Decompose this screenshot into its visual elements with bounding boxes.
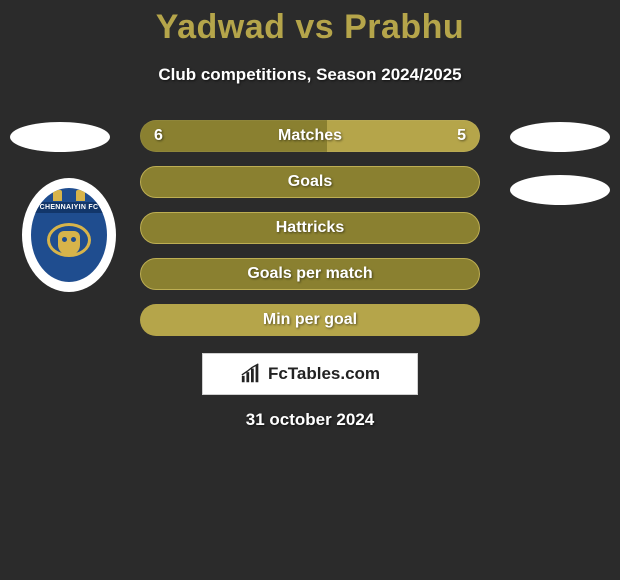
trophy-icons: [53, 190, 85, 201]
player-photo-left: [10, 122, 110, 152]
player-photo-right-1: [510, 122, 610, 152]
brand-link[interactable]: FcTables.com: [202, 353, 418, 395]
stat-gpm-label: Goals per match: [247, 265, 372, 283]
player-photo-right-2: [510, 175, 610, 205]
stat-matches-label: Matches: [278, 127, 342, 145]
stats-container: 6 Matches 5 Goals Hattricks Goals per ma…: [140, 120, 480, 350]
stat-matches-left: 6: [154, 127, 163, 145]
bar-chart-icon: [240, 363, 262, 385]
stat-bar-matches: 6 Matches 5: [140, 120, 480, 152]
subtitle: Club competitions, Season 2024/2025: [0, 65, 620, 85]
brand-text: FcTables.com: [268, 364, 380, 384]
stat-hattricks-label: Hattricks: [276, 219, 344, 237]
date-label: 31 october 2024: [0, 410, 620, 430]
stat-mpg-label: Min per goal: [263, 311, 357, 329]
stat-bar-mpg: Min per goal: [140, 304, 480, 336]
club-logo-text: CHENNAIYIN FC: [31, 202, 107, 213]
stat-bar-goals: Goals: [140, 166, 480, 198]
stat-bar-hattricks: Hattricks: [140, 212, 480, 244]
page-title: Yadwad vs Prabhu: [0, 0, 620, 47]
club-logo: CHENNAIYIN FC: [31, 188, 107, 282]
stat-matches-right: 5: [457, 127, 466, 145]
stat-bar-gpm: Goals per match: [140, 258, 480, 290]
stat-goals-label: Goals: [288, 173, 332, 191]
club-logo-mask-icon: [44, 217, 94, 263]
club-logo-frame: CHENNAIYIN FC: [22, 178, 116, 292]
